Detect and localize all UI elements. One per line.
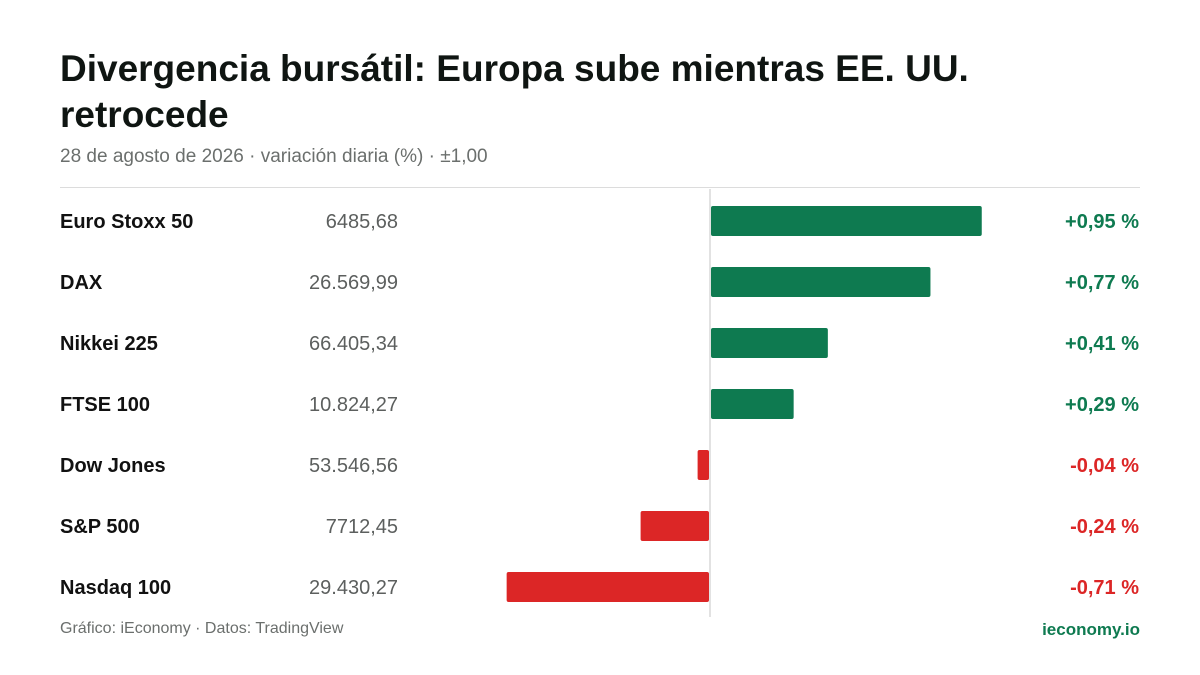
index-level: 7712,45	[326, 516, 398, 538]
change-label: +0,95 %	[1065, 211, 1139, 233]
index-level: 26.569,99	[309, 272, 398, 294]
index-name: Nasdaq 100	[60, 577, 171, 599]
index-name: Euro Stoxx 50	[60, 211, 193, 233]
change-label: -0,24 %	[1070, 516, 1139, 538]
index-name: DAX	[60, 272, 103, 294]
change-label: +0,77 %	[1065, 272, 1139, 294]
header-divider	[60, 187, 1140, 188]
change-label: -0,71 %	[1070, 577, 1139, 599]
change-bar	[711, 206, 982, 236]
change-bar	[506, 572, 709, 602]
index-level: 6485,68	[326, 211, 398, 233]
index-level: 10.824,27	[309, 394, 398, 416]
index-level: 29.430,27	[309, 577, 398, 599]
change-label: +0,29 %	[1065, 394, 1139, 416]
change-bar	[697, 450, 709, 480]
index-name: FTSE 100	[60, 394, 150, 416]
index-level: 66.405,34	[309, 333, 398, 355]
change-bar	[711, 267, 931, 297]
change-label: +0,41 %	[1065, 333, 1139, 355]
change-label: -0,04 %	[1070, 455, 1139, 477]
brand-link[interactable]: ieconomy.io	[1042, 620, 1140, 639]
source-credit: Gráfico: iEconomy · Datos: TradingView	[60, 620, 344, 637]
change-bar	[711, 328, 828, 358]
chart-subtitle: 28 de agosto de 2026 · variación diaria …	[60, 146, 488, 167]
index-name: Nikkei 225	[60, 333, 158, 355]
index-name: S&P 500	[60, 516, 140, 538]
index-name: Dow Jones	[60, 455, 166, 477]
change-bar	[711, 389, 794, 419]
chart-title: Divergencia bursátil: Europa sube mientr…	[60, 48, 969, 135]
change-bar	[640, 511, 709, 541]
index-level: 53.546,56	[309, 455, 398, 477]
